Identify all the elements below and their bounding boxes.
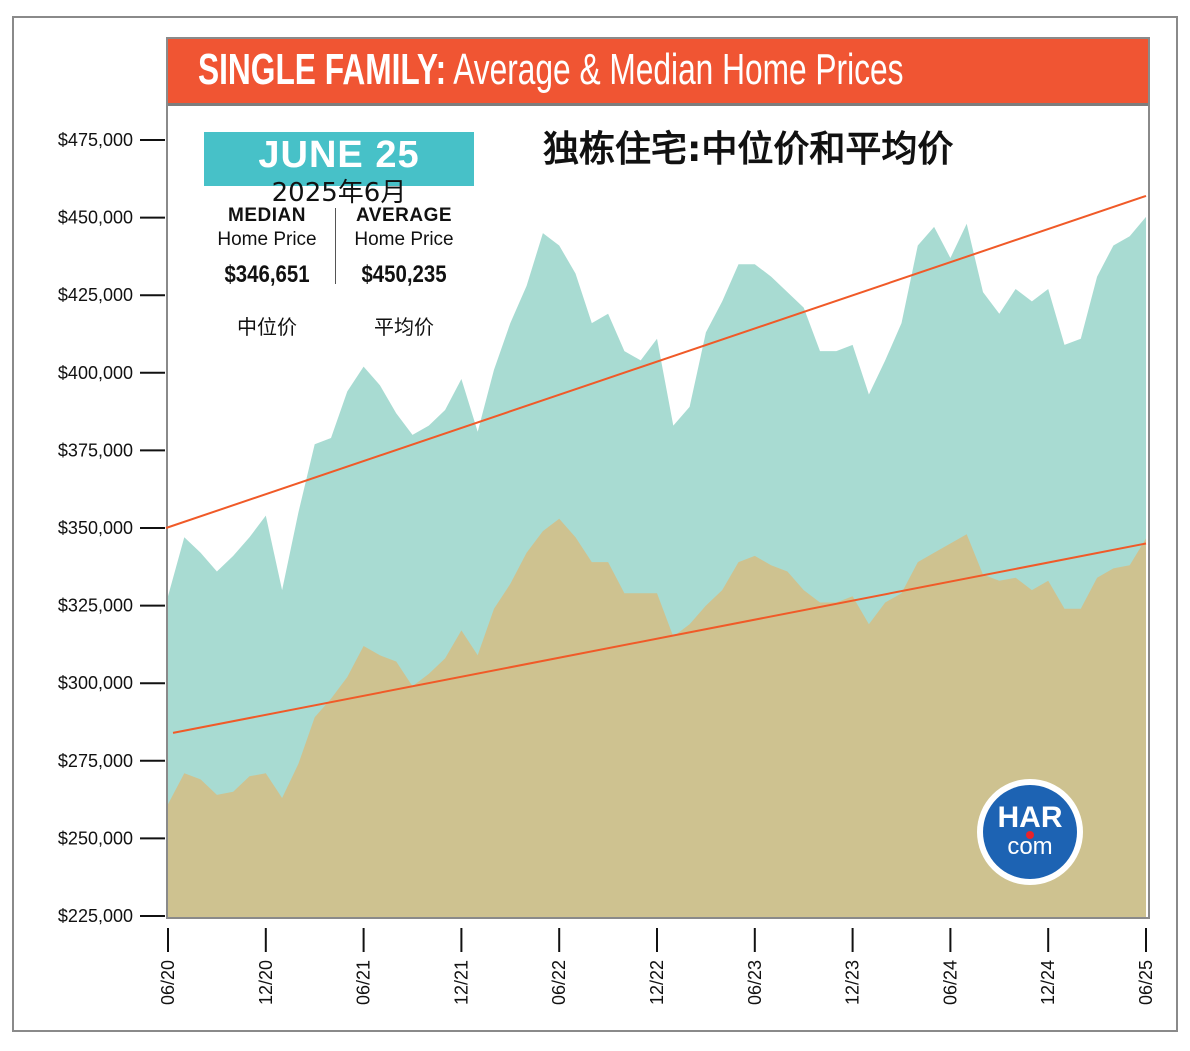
median-trend-line (172, 542, 1147, 734)
title-rest: Average & Median Home Prices (446, 45, 904, 94)
y-tick-label: $300,000 (58, 673, 133, 693)
y-tick-label: $325,000 (58, 596, 133, 616)
x-tick-label: 06/23 (745, 960, 765, 1005)
average-label: AVERAGE (355, 205, 453, 226)
y-tick-label: $250,000 (58, 828, 133, 848)
x-tick-label: 06/20 (158, 960, 178, 1005)
y-tick-label: $475,000 (58, 130, 133, 150)
chinese-subtitle: 独栋住宅:中位价和平均价 (543, 129, 954, 170)
average-stat: AVERAGE Home Price $450,235 平均价 (339, 205, 469, 340)
average-label-cn: 平均价 (374, 315, 434, 339)
date-badge-text: JUNE 25 (258, 134, 420, 176)
y-tick-label: $225,000 (58, 906, 133, 926)
har-logo-text: HAR (997, 801, 1063, 834)
series-areas (168, 216, 1146, 917)
har-logo: HAR com (977, 779, 1083, 885)
title-bar: SINGLE FAMILY: Average & Median Home Pri… (168, 39, 1148, 106)
x-axis: 06/20 12/20 06/21 12/21 06/22 12/22 06/23 12/23… (158, 928, 1156, 1005)
x-tick-label: 06/25 (1136, 960, 1156, 1005)
average-trend-line (165, 194, 1147, 529)
x-tick-label: 06/22 (549, 960, 569, 1005)
trend-lines (165, 194, 1147, 734)
y-tick-label: $400,000 (58, 363, 133, 383)
stat-divider (335, 208, 336, 284)
y-tick-label: $450,000 (58, 208, 133, 228)
date-badge: JUNE 25 (204, 132, 474, 186)
y-tick-label: $425,000 (58, 285, 133, 305)
x-tick-label: 06/21 (354, 960, 374, 1005)
y-tick-label: $350,000 (58, 518, 133, 538)
x-tick-label: 06/24 (940, 960, 960, 1005)
chart-frame (12, 16, 1178, 1032)
x-tick-label: 12/21 (451, 960, 471, 1005)
x-tick-label: 12/23 (843, 960, 863, 1005)
date-chinese: 2025年6月 (271, 178, 407, 208)
median-price-area (168, 518, 1146, 917)
x-tick-label: 12/22 (647, 960, 667, 1005)
title-bold: SINGLE FAMILY: (198, 45, 447, 94)
median-value: $346,651 (224, 261, 310, 288)
x-tick-label: 12/24 (1038, 960, 1058, 1005)
har-logo-circle: HAR com (983, 785, 1077, 879)
x-tick-label: 12/20 (256, 960, 276, 1005)
har-logo-com: com (1007, 833, 1053, 860)
average-sublabel: Home Price (354, 229, 454, 250)
median-label: MEDIAN (228, 205, 306, 226)
y-tick-label: $275,000 (58, 751, 133, 771)
average-value: $450,235 (361, 261, 447, 288)
y-axis: $475,000 $450,000 $425,000 $400,000 $375,000… (58, 130, 165, 926)
median-sublabel: Home Price (217, 229, 317, 250)
median-label-cn: 中位价 (237, 315, 297, 339)
chart-title: SINGLE FAMILY: Average & Median Home Pri… (198, 45, 903, 95)
median-stat: MEDIAN Home Price $346,651 中位价 (202, 205, 332, 340)
har-logo-dot (1026, 831, 1034, 839)
y-tick-label: $375,000 (58, 440, 133, 460)
